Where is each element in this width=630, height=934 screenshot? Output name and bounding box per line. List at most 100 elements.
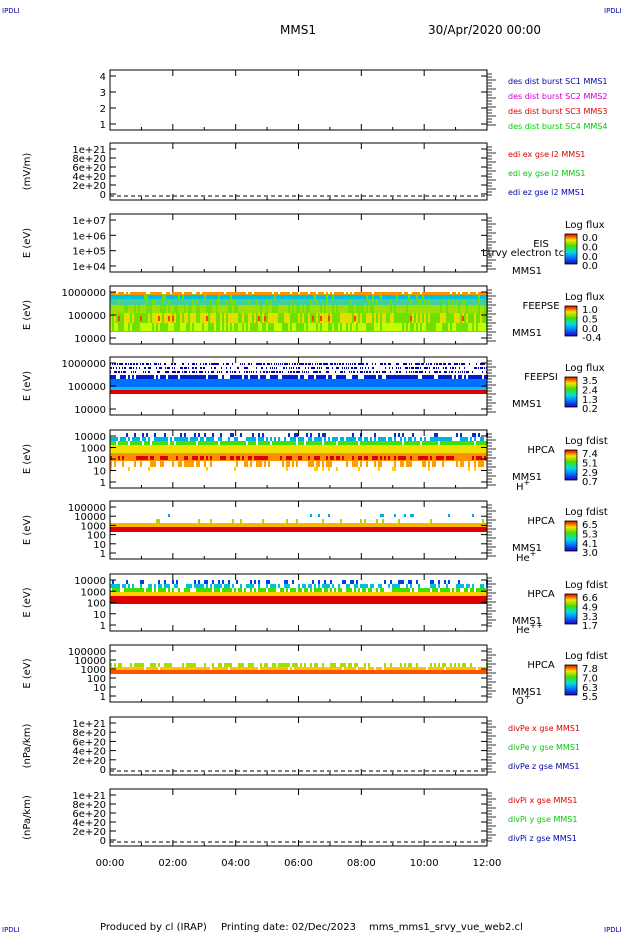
y-tick-label: 4e+20 [72, 818, 106, 829]
colorbar-title: Log fdist [565, 436, 608, 447]
y-tick-label: 1000000 [61, 288, 106, 299]
y-tick-label: 1000 [81, 521, 106, 532]
panel-frame [109, 142, 488, 201]
hpca-he2-band [110, 592, 487, 596]
colorbar-tick-label: 0.5 [582, 314, 598, 325]
colorbar-tick-label: 3.3 [582, 612, 598, 623]
y-tick-label: 100 [87, 531, 106, 542]
y-tick-label: 10 [93, 540, 106, 551]
y-tick-label: 6e+20 [72, 737, 106, 748]
panel-p4: 10000 100000 1000000 E (eV) FEEPSE MMS1 Log fl… [22, 285, 605, 345]
feepsi-band-3 [110, 390, 487, 394]
species-label: He++ [516, 621, 543, 636]
species-label: He+ [516, 549, 536, 564]
y-tick-label: 1000 [81, 587, 106, 598]
time-axis: 00:00 02:00 04:00 06:00 08:00 10:00 12:00 [96, 70, 501, 869]
spacecraft-label: MMS1 [512, 616, 542, 627]
colorbar [564, 593, 578, 625]
y-tick-label: 10 [93, 467, 106, 478]
y-tick-label: 8e+20 [72, 728, 106, 739]
time-tick-label: 10:00 [410, 858, 439, 869]
hpca-o-band [110, 670, 487, 674]
y-tick-label: 10000 [74, 656, 106, 667]
colorbar [564, 449, 578, 481]
spacecraft-label: MMS1 [512, 399, 542, 410]
spacecraft-title: MMS1 [280, 23, 316, 37]
y-tick-label: 3 [100, 88, 106, 99]
colorbar-tick-label: 0.2 [582, 404, 598, 415]
series-label: edi ey gse l2 MMS1 [508, 169, 586, 178]
y-axis-label: E (eV) [22, 515, 33, 545]
series-label: divPi x gse MMS1 [508, 796, 577, 805]
y-tick-label: 2e+20 [72, 756, 106, 767]
y-tick-label: 4 [100, 72, 106, 83]
corner-label-top-right: IPDLI [604, 7, 622, 15]
time-tick-label: 08:00 [347, 858, 376, 869]
y-tick-label: 10000 [74, 576, 106, 587]
y-tick-label: 10000 [74, 334, 106, 345]
footer-printing-date: Printing date: 02/Dec/2023 [221, 922, 356, 933]
colorbar-tick-label: 7.8 [582, 664, 598, 675]
colorbar-tick-label: 2.4 [582, 385, 598, 396]
hpca-he-band-2 [110, 527, 487, 532]
panel-frame [109, 788, 488, 847]
colorbar-tick-label: 0.0 [582, 324, 598, 335]
colorbar-tick-label: 6.5 [582, 520, 598, 531]
species-label: O+ [516, 692, 531, 707]
corner-label-bottom-left: IPDLI [2, 926, 20, 934]
colorbar-tick-label: 1.0 [582, 305, 598, 316]
y-axis-label: (mV/m) [22, 153, 33, 191]
colorbar-tick-label: 4.1 [582, 539, 598, 550]
colorbar-tick-label: 6.3 [582, 683, 598, 694]
hpca-he2-band-2 [110, 596, 487, 604]
y-tick-label: 6e+20 [72, 809, 106, 820]
y-tick-label: 10000 [74, 512, 106, 523]
colorbar-tick-label: 0.0 [582, 252, 598, 263]
y-axis-label: E (eV) [22, 371, 33, 401]
y-tick-label: 1e+05 [72, 247, 106, 258]
feepsi-band [110, 379, 487, 387]
footer-produced: Produced by cl (IRAP) [100, 922, 207, 933]
y-tick-label: 1e+21 [72, 719, 106, 730]
colorbar [564, 520, 578, 552]
colorbar-tick-label: 0.7 [582, 477, 598, 488]
feepsi-band-2 [110, 387, 487, 390]
y-tick-label: 100 [87, 455, 106, 466]
panel-p3: 1e+04 1e+05 1e+06 1e+07 E (eV) EIS MMS1 Ltrvy e… [22, 213, 605, 277]
colorbar-tick-label: -0.4 [582, 333, 602, 344]
hpca-he-band [110, 523, 487, 527]
y-tick-label: 8e+20 [72, 800, 106, 811]
y-tick-label: 8e+20 [72, 154, 106, 165]
spacecraft-label: MMS1 [512, 266, 542, 277]
time-tick-label: 02:00 [158, 858, 187, 869]
footer-filename: mms_mms1_srvy_vue_web2.cl [369, 922, 523, 933]
y-tick-label: 1 [100, 692, 106, 703]
y-axis-label: E (eV) [22, 300, 33, 330]
panel-frame [109, 213, 488, 273]
colorbar-tick-label: 7.4 [582, 449, 598, 460]
series-label: des dist burst SC2 MMS2 [508, 92, 607, 101]
colorbar-tick-label: 4.9 [582, 602, 598, 613]
species-label: H+ [516, 478, 530, 493]
series-label: des dist burst SC3 MMS3 [508, 107, 607, 116]
colorbar-tick-label: 5.3 [582, 529, 598, 540]
series-label: des dist burst SC1 MMS1 [508, 77, 607, 86]
colorbar [564, 376, 578, 408]
spacecraft-label: MMS1 [512, 543, 542, 554]
y-tick-label: 10000 [74, 405, 106, 416]
y-tick-label: 1000000 [61, 359, 106, 370]
panel-frame [109, 716, 488, 776]
instrument-label: FEEPSE [522, 301, 559, 312]
y-tick-label: 1 [100, 549, 106, 560]
colorbar-tick-label: 1.3 [582, 395, 598, 406]
colorbar-tick-label: 7.0 [582, 673, 598, 684]
colorbar-title: Log fdist [565, 580, 608, 591]
time-tick-label: 04:00 [221, 858, 250, 869]
series-label: divPi y gse MMS1 [508, 815, 577, 824]
corner-label-top-left: IPDLI [2, 7, 20, 15]
y-tick-label: 1 [100, 478, 106, 489]
y-tick-label: 10 [93, 610, 106, 621]
